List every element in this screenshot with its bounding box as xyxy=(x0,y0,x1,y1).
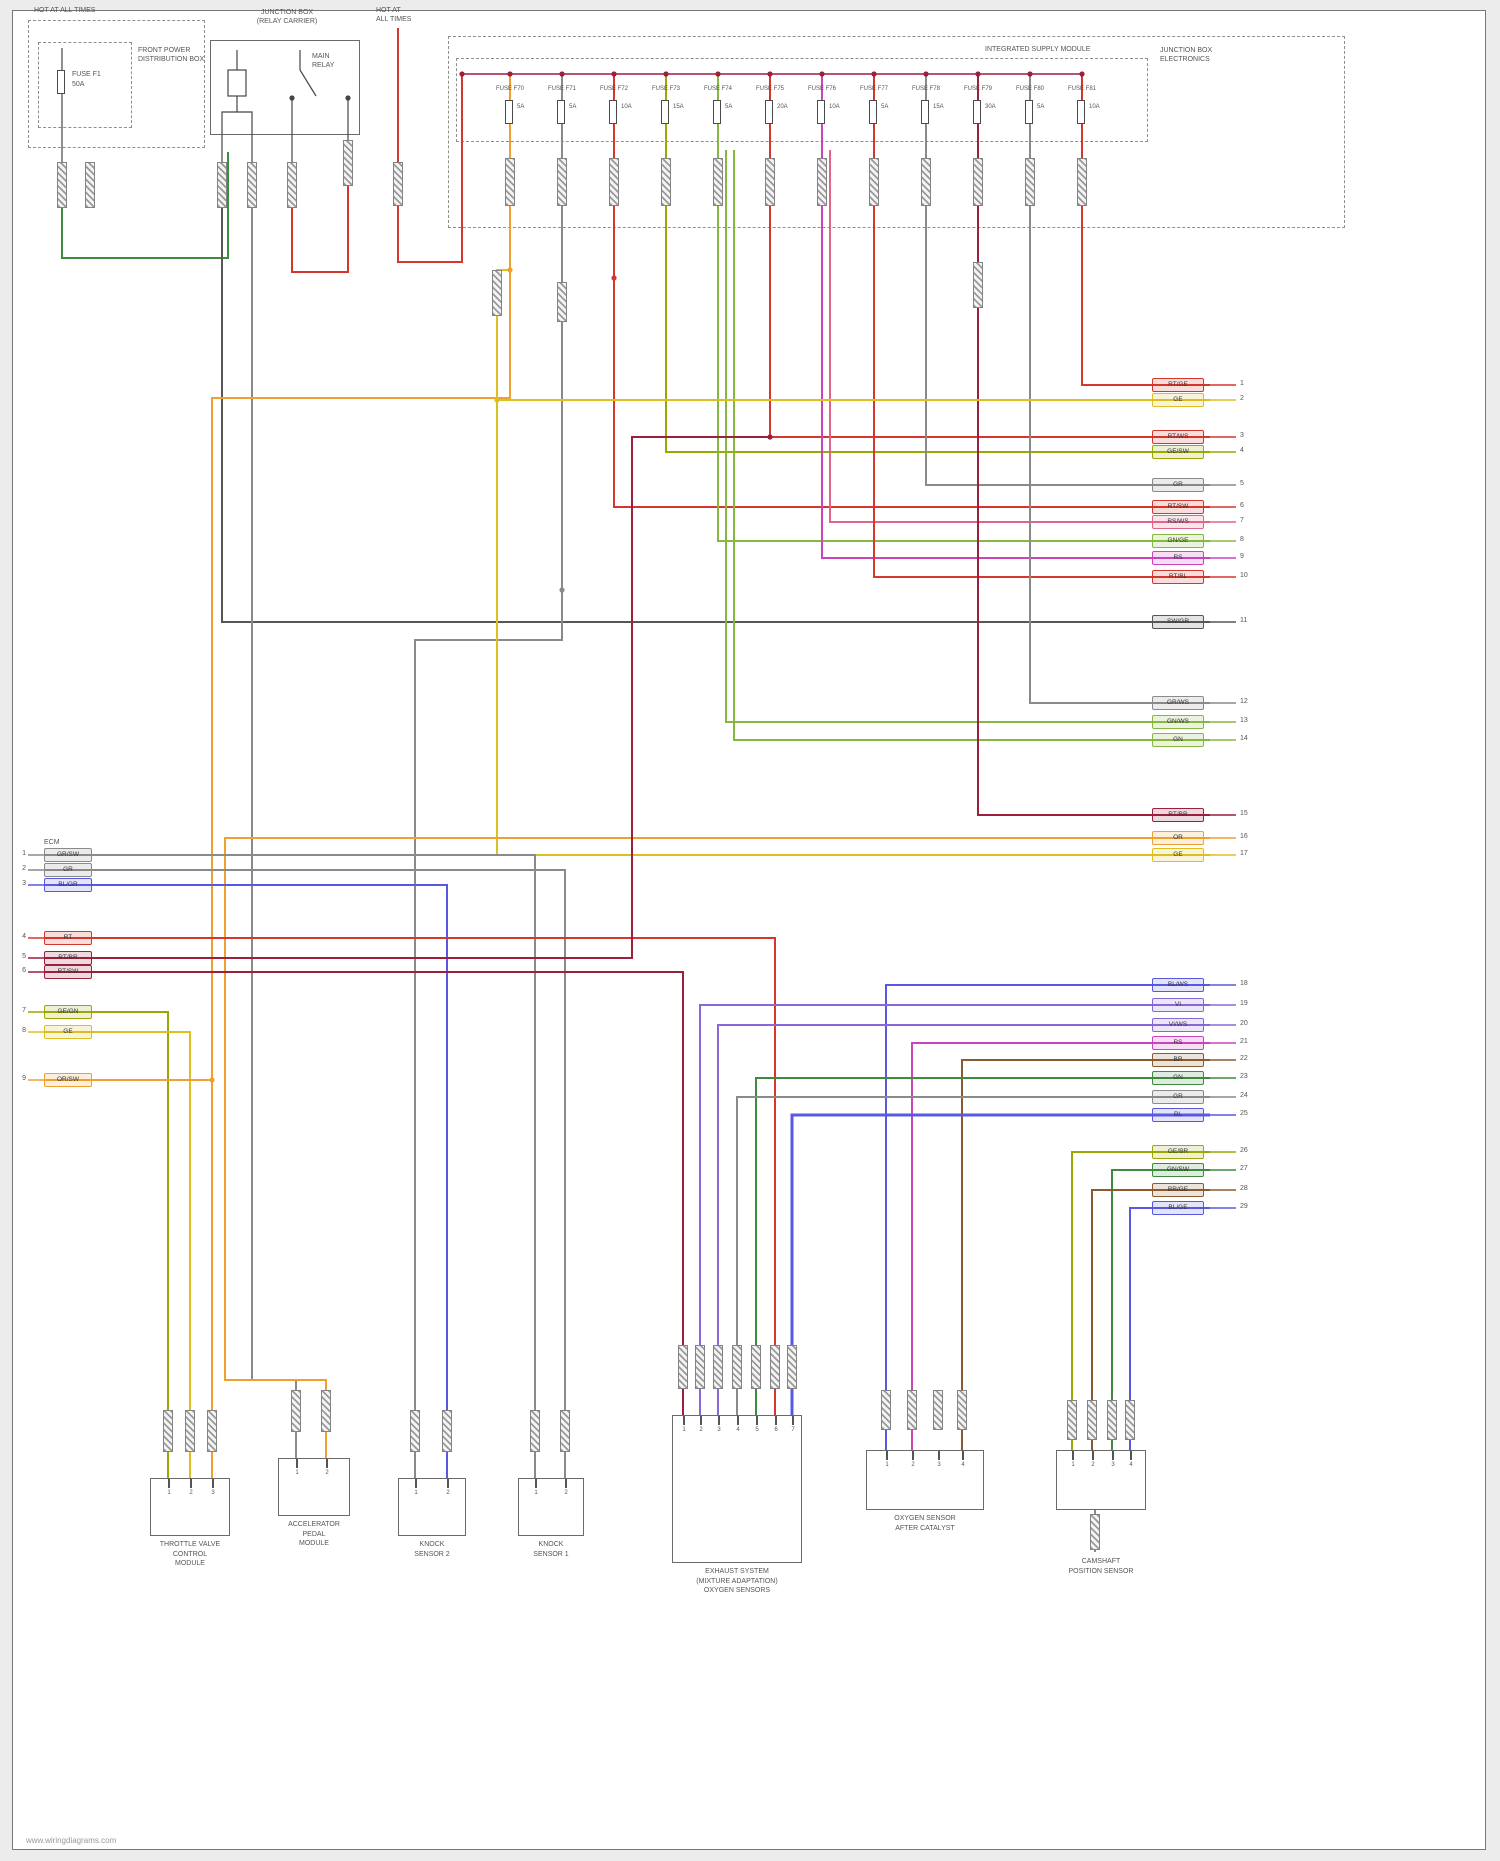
caption-line: ALL TIMES xyxy=(376,16,412,24)
caption-line: JUNCTION BOX xyxy=(260,9,314,16)
junction-dot xyxy=(289,95,295,101)
fuse-f1-rating: 50A xyxy=(72,81,85,88)
wire xyxy=(44,937,776,1415)
junction-dot xyxy=(507,71,513,77)
wire xyxy=(885,984,1210,1450)
wire xyxy=(44,971,684,1415)
wire xyxy=(1081,74,1210,386)
junction-dot xyxy=(663,71,669,77)
wire xyxy=(61,152,229,259)
wire xyxy=(829,150,1210,523)
junction-dot xyxy=(767,71,773,77)
wire xyxy=(237,111,253,135)
wire xyxy=(44,436,770,959)
wire xyxy=(733,150,1210,741)
wire xyxy=(44,884,448,1478)
wire xyxy=(925,74,1210,486)
junction-dot xyxy=(507,267,513,273)
footer-watermark: www.wiringdiagrams.com xyxy=(26,1836,117,1845)
caption-line: FRONT POWER xyxy=(138,47,191,54)
wire xyxy=(1111,1169,1210,1450)
wire xyxy=(911,1042,1210,1450)
relay-caption: JUNCTION BOX (RELAY CARRIER) xyxy=(212,8,362,26)
hot-at-all-times-caption: HOT AT ALL TIMES xyxy=(34,7,96,14)
wire xyxy=(211,74,511,1478)
junction-dot xyxy=(459,71,465,77)
wire xyxy=(725,150,1210,723)
wire xyxy=(717,1024,1210,1415)
caption-line: (RELAY CARRIER) xyxy=(256,18,318,26)
supply-module-caption: INTEGRATED SUPPLY MODULE xyxy=(985,46,1091,53)
caption-line: HOT AT xyxy=(376,7,401,14)
junction-dot xyxy=(1079,71,1085,77)
junction-dot xyxy=(819,71,825,77)
junction-dot xyxy=(1027,71,1033,77)
wire xyxy=(414,74,563,1478)
wire xyxy=(251,206,297,1458)
wire xyxy=(755,1077,1210,1415)
caption-line: ELECTRONICS xyxy=(1160,56,1210,64)
relay-name: MAIN RELAY xyxy=(312,52,334,70)
fuse-f1-name: FUSE F1 xyxy=(72,71,101,78)
wire xyxy=(873,74,1210,578)
ecm-group-caption: ECM xyxy=(44,839,60,846)
hot-feed-caption: HOT AT ALL TIMES xyxy=(376,6,411,24)
relay-box xyxy=(210,40,360,135)
wire xyxy=(736,1096,1210,1415)
wire xyxy=(1129,1207,1210,1450)
junction-dot xyxy=(871,71,877,77)
wire xyxy=(496,269,1210,856)
junction-box-outline xyxy=(448,36,1345,228)
front-power-distribution-caption: FRONT POWER DISTRIBUTION BOX xyxy=(138,46,204,64)
relay-coil xyxy=(227,69,247,97)
junction-dot xyxy=(494,397,500,403)
power-distribution-box-outline xyxy=(28,20,205,148)
wire xyxy=(769,74,1210,438)
wire xyxy=(699,1004,1210,1415)
wire xyxy=(961,1059,1210,1450)
junction-dot xyxy=(611,275,617,281)
wire xyxy=(221,96,238,135)
power-distribution-box-inner-outline xyxy=(38,42,132,128)
junction-dot xyxy=(209,1077,215,1083)
wire xyxy=(1071,1151,1210,1450)
wire xyxy=(613,74,1210,508)
junction-dot xyxy=(923,71,929,77)
wire xyxy=(44,1011,169,1478)
junction-dot xyxy=(767,434,773,440)
wire xyxy=(397,74,463,263)
wire xyxy=(291,186,349,273)
junction-dot xyxy=(611,71,617,77)
caption-line: MAIN xyxy=(312,53,330,60)
caption-line: RELAY xyxy=(312,62,335,70)
wire xyxy=(665,74,1210,453)
junction-box-caption: JUNCTION BOX ELECTRONICS xyxy=(1160,46,1212,64)
wire xyxy=(717,74,1210,542)
supply-module-outline xyxy=(456,58,1148,142)
wire xyxy=(790,1113,1210,1415)
junction-dot xyxy=(559,587,565,593)
wire xyxy=(299,50,317,97)
junction-dot xyxy=(975,71,981,77)
wire xyxy=(1029,74,1210,704)
wire xyxy=(221,206,1210,623)
junction-dot xyxy=(715,71,721,77)
junction-dot xyxy=(559,71,565,77)
wire xyxy=(44,854,536,1478)
caption-line: DISTRIBUTION BOX xyxy=(138,56,205,64)
wire xyxy=(977,74,1210,816)
junction-dot xyxy=(345,95,351,101)
wire xyxy=(44,1031,191,1478)
wire xyxy=(821,74,1210,559)
caption-line: JUNCTION BOX xyxy=(1160,47,1213,54)
wire xyxy=(44,869,566,1478)
fuse-symbol xyxy=(57,70,65,94)
wire xyxy=(1091,1189,1210,1450)
